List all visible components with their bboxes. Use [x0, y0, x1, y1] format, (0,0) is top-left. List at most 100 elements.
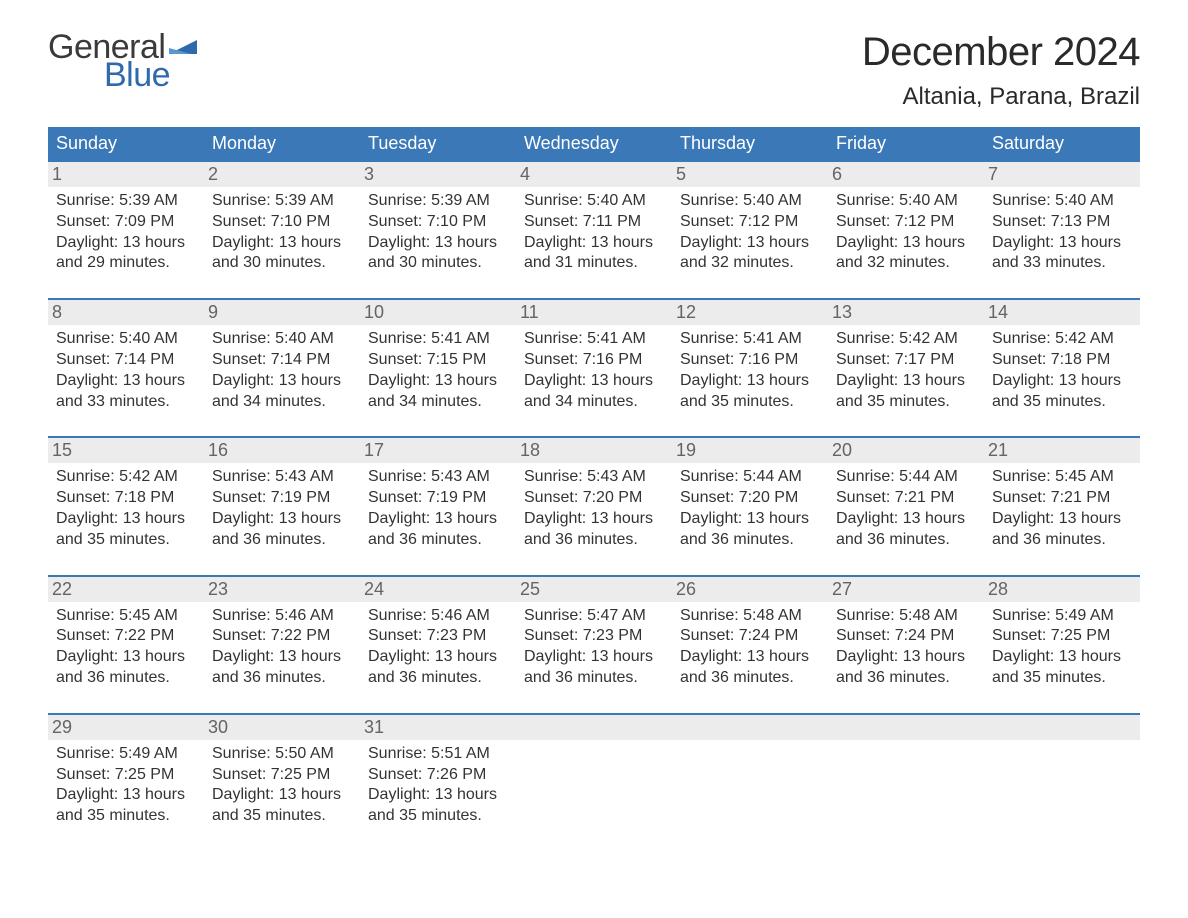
day-number: 8: [48, 300, 204, 325]
day-number: 11: [516, 300, 672, 325]
day-details: Sunrise: 5:49 AMSunset: 7:25 PMDaylight:…: [56, 744, 196, 827]
calendar-day-cell: 4 Sunrise: 5:40 AMSunset: 7:11 PMDaylight…: [516, 161, 672, 299]
day-details: Sunrise: 5:48 AMSunset: 7:24 PMDaylight:…: [836, 606, 976, 689]
day-number: 14: [984, 300, 1140, 325]
weekday-header: Friday: [828, 127, 984, 161]
day-details: Sunrise: 5:43 AMSunset: 7:19 PMDaylight:…: [212, 467, 352, 550]
day-number: 25: [516, 577, 672, 602]
calendar-week-row: 8 Sunrise: 5:40 AMSunset: 7:14 PMDaylight…: [48, 299, 1140, 437]
day-number: 7: [984, 162, 1140, 187]
day-details: Sunrise: 5:47 AMSunset: 7:23 PMDaylight:…: [524, 606, 664, 689]
day-number: 26: [672, 577, 828, 602]
day-details: Sunrise: 5:41 AMSunset: 7:16 PMDaylight:…: [524, 329, 664, 412]
day-number: [516, 715, 672, 740]
day-number: [672, 715, 828, 740]
day-number: 22: [48, 577, 204, 602]
calendar-week-row: 29 Sunrise: 5:49 AMSunset: 7:25 PMDayligh…: [48, 714, 1140, 851]
calendar-day-cell: 15Sunrise: 5:42 AMSunset: 7:18 PMDayligh…: [48, 437, 204, 575]
calendar-day-cell: 27 Sunrise: 5:48 AMSunset: 7:24 PMDayligh…: [828, 576, 984, 714]
calendar-day-cell: 1 Sunrise: 5:39 AMSunset: 7:09 PMDaylight…: [48, 161, 204, 299]
calendar-day-cell: 17Sunrise: 5:43 AMSunset: 7:19 PMDayligh…: [360, 437, 516, 575]
calendar-day-cell: 8 Sunrise: 5:40 AMSunset: 7:14 PMDaylight…: [48, 299, 204, 437]
day-details: Sunrise: 5:40 AMSunset: 7:11 PMDaylight:…: [524, 191, 664, 274]
day-details: Sunrise: 5:45 AMSunset: 7:21 PMDaylight:…: [992, 467, 1132, 550]
calendar-day-cell: 3Sunrise: 5:39 AMSunset: 7:10 PMDaylight…: [360, 161, 516, 299]
day-number: 6: [828, 162, 984, 187]
calendar-day-cell: 12 Sunrise: 5:41 AMSunset: 7:16 PMDayligh…: [672, 299, 828, 437]
day-details: Sunrise: 5:45 AMSunset: 7:22 PMDaylight:…: [56, 606, 196, 689]
day-details: Sunrise: 5:43 AMSunset: 7:20 PMDaylight:…: [524, 467, 664, 550]
day-number: 20: [828, 438, 984, 463]
calendar-day-cell: 11 Sunrise: 5:41 AMSunset: 7:16 PMDayligh…: [516, 299, 672, 437]
day-details: Sunrise: 5:48 AMSunset: 7:24 PMDaylight:…: [680, 606, 820, 689]
day-details: Sunrise: 5:49 AMSunset: 7:25 PMDaylight:…: [992, 606, 1132, 689]
day-number: 27: [828, 577, 984, 602]
location: Altania, Parana, Brazil: [862, 83, 1140, 111]
logo-text-blue: Blue: [104, 58, 197, 92]
calendar-day-cell: 20 Sunrise: 5:44 AMSunset: 7:21 PMDayligh…: [828, 437, 984, 575]
calendar-day-cell: 9 Sunrise: 5:40 AMSunset: 7:14 PMDaylight…: [204, 299, 360, 437]
day-details: Sunrise: 5:50 AMSunset: 7:25 PMDaylight:…: [212, 744, 352, 827]
calendar-day-cell: 2 Sunrise: 5:39 AMSunset: 7:10 PMDaylight…: [204, 161, 360, 299]
day-details: Sunrise: 5:51 AMSunset: 7:26 PMDaylight:…: [368, 744, 508, 827]
header: General Blue December 2024 Altania, Para…: [48, 30, 1140, 121]
day-number: 17: [360, 438, 516, 463]
calendar-week-row: 15Sunrise: 5:42 AMSunset: 7:18 PMDayligh…: [48, 437, 1140, 575]
calendar-day-cell: [516, 714, 672, 851]
calendar-day-cell: 30 Sunrise: 5:50 AMSunset: 7:25 PMDayligh…: [204, 714, 360, 851]
calendar-day-cell: 5Sunrise: 5:40 AMSunset: 7:12 PMDaylight…: [672, 161, 828, 299]
calendar-day-cell: 26 Sunrise: 5:48 AMSunset: 7:24 PMDayligh…: [672, 576, 828, 714]
day-details: Sunrise: 5:41 AMSunset: 7:15 PMDaylight:…: [368, 329, 508, 412]
day-number: 21: [984, 438, 1140, 463]
weekday-header: Sunday: [48, 127, 204, 161]
day-details: Sunrise: 5:39 AMSunset: 7:10 PMDaylight:…: [368, 191, 508, 274]
day-details: Sunrise: 5:40 AMSunset: 7:13 PMDaylight:…: [992, 191, 1132, 274]
calendar-day-cell: 13 Sunrise: 5:42 AMSunset: 7:17 PMDayligh…: [828, 299, 984, 437]
weekday-header: Thursday: [672, 127, 828, 161]
calendar-week-row: 1 Sunrise: 5:39 AMSunset: 7:09 PMDaylight…: [48, 161, 1140, 299]
day-number: 1: [48, 162, 204, 187]
day-number: 24: [360, 577, 516, 602]
day-details: Sunrise: 5:42 AMSunset: 7:17 PMDaylight:…: [836, 329, 976, 412]
calendar-day-cell: 24 Sunrise: 5:46 AMSunset: 7:23 PMDayligh…: [360, 576, 516, 714]
day-number: 16: [204, 438, 360, 463]
day-details: Sunrise: 5:40 AMSunset: 7:12 PMDaylight:…: [680, 191, 820, 274]
day-number: 30: [204, 715, 360, 740]
day-details: Sunrise: 5:41 AMSunset: 7:16 PMDaylight:…: [680, 329, 820, 412]
day-details: Sunrise: 5:40 AMSunset: 7:14 PMDaylight:…: [212, 329, 352, 412]
day-number: 2: [204, 162, 360, 187]
day-number: 23: [204, 577, 360, 602]
day-number: 4: [516, 162, 672, 187]
day-details: Sunrise: 5:39 AMSunset: 7:09 PMDaylight:…: [56, 191, 196, 274]
day-number: 12: [672, 300, 828, 325]
calendar-day-cell: 23 Sunrise: 5:46 AMSunset: 7:22 PMDayligh…: [204, 576, 360, 714]
calendar-day-cell: 22 Sunrise: 5:45 AMSunset: 7:22 PMDayligh…: [48, 576, 204, 714]
day-number: 13: [828, 300, 984, 325]
calendar-day-cell: 29 Sunrise: 5:49 AMSunset: 7:25 PMDayligh…: [48, 714, 204, 851]
day-details: Sunrise: 5:39 AMSunset: 7:10 PMDaylight:…: [212, 191, 352, 274]
day-number: 31: [360, 715, 516, 740]
day-details: Sunrise: 5:42 AMSunset: 7:18 PMDaylight:…: [992, 329, 1132, 412]
calendar-day-cell: [984, 714, 1140, 851]
day-number: 10: [360, 300, 516, 325]
calendar-day-cell: 6 Sunrise: 5:40 AMSunset: 7:12 PMDaylight…: [828, 161, 984, 299]
calendar-day-cell: 25 Sunrise: 5:47 AMSunset: 7:23 PMDayligh…: [516, 576, 672, 714]
day-number: [828, 715, 984, 740]
day-number: 9: [204, 300, 360, 325]
calendar-day-cell: 16 Sunrise: 5:43 AMSunset: 7:19 PMDayligh…: [204, 437, 360, 575]
calendar-table: Sunday Monday Tuesday Wednesday Thursday…: [48, 127, 1140, 851]
day-number: 19: [672, 438, 828, 463]
calendar-day-cell: 28Sunrise: 5:49 AMSunset: 7:25 PMDayligh…: [984, 576, 1140, 714]
day-number: 15: [48, 438, 204, 463]
day-number: 29: [48, 715, 204, 740]
day-number: 18: [516, 438, 672, 463]
day-details: Sunrise: 5:46 AMSunset: 7:22 PMDaylight:…: [212, 606, 352, 689]
day-details: Sunrise: 5:44 AMSunset: 7:21 PMDaylight:…: [836, 467, 976, 550]
calendar-day-cell: [672, 714, 828, 851]
day-details: Sunrise: 5:46 AMSunset: 7:23 PMDaylight:…: [368, 606, 508, 689]
weekday-header-row: Sunday Monday Tuesday Wednesday Thursday…: [48, 127, 1140, 161]
day-details: Sunrise: 5:40 AMSunset: 7:14 PMDaylight:…: [56, 329, 196, 412]
weekday-header: Tuesday: [360, 127, 516, 161]
day-details: Sunrise: 5:40 AMSunset: 7:12 PMDaylight:…: [836, 191, 976, 274]
weekday-header: Saturday: [984, 127, 1140, 161]
